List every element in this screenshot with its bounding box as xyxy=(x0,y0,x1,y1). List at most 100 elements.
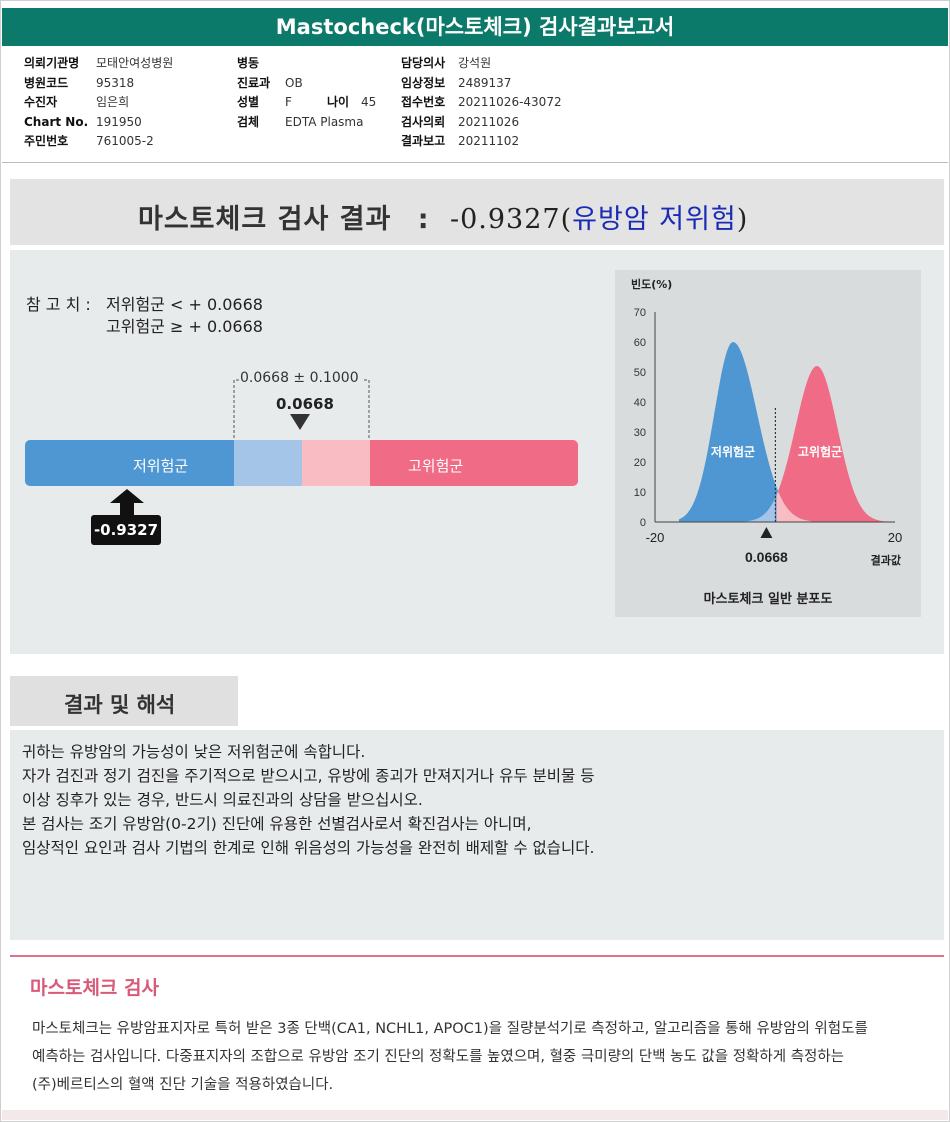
bar-high-label: 고위험군 xyxy=(408,457,464,475)
y-tick-label: 40 xyxy=(634,397,646,409)
info-key-age: 나이 xyxy=(327,95,350,109)
info-key: 주민번호 xyxy=(24,134,69,148)
about-line: 예측하는 검사입니다. 다중표지자의 조합으로 유방암 조기 진단의 정확도를 … xyxy=(32,1049,845,1065)
interpretation-line: 이상 징후가 있는 경우, 반드시 의료진과의 상담을 받으십시오. xyxy=(22,791,423,809)
report-title: Mastocheck(마스토체크) 검사결과보고서 xyxy=(2,8,948,46)
result-label: 마스토체크 검사 결과 xyxy=(138,204,392,235)
about-line: (주)베르티스의 혈액 진단 기술을 적용하였습니다. xyxy=(32,1077,334,1093)
result-paren-open: ( xyxy=(560,204,573,235)
info-key: 의뢰기관명 xyxy=(24,56,80,70)
info-value: 20211026-43072 xyxy=(458,95,562,109)
series-low-risk-area xyxy=(679,342,811,522)
info-key: 접수번호 xyxy=(401,95,446,109)
interpretation-line: 본 검사는 조기 유방암(0-2기) 진단에 유용한 선별검사로서 확진검사는 … xyxy=(22,815,532,833)
series-label-high: 고위험군 xyxy=(798,444,842,459)
info-key: 수진자 xyxy=(24,95,58,109)
interpretation-line: 임상적인 요인과 검사 기법의 한계로 인해 위음성의 가능성을 완전히 배제할… xyxy=(22,839,595,857)
about-section: 마스토체크 검사 마스토체크는 유방암표지자로 특허 받은 3종 단백(CA1,… xyxy=(10,955,944,1112)
reference-heading: 참 고 치 : xyxy=(26,295,91,314)
footer-strip xyxy=(2,1110,948,1120)
result-paren-close: ) xyxy=(736,204,749,235)
patient-arrow-icon xyxy=(110,489,144,517)
info-row: 병동 xyxy=(237,54,376,74)
divider xyxy=(2,162,948,163)
result-value: -0.9327 xyxy=(449,204,561,235)
x-tick-label: 20 xyxy=(888,530,902,545)
interpretation-title: 결과 및 해석 xyxy=(64,693,176,717)
y-tick-label: 50 xyxy=(634,367,646,379)
info-row: 결과보고 20211102 xyxy=(401,132,562,152)
info-column-2: 병동 진료과 OB 성별 F 나이 45 검체 EDTA Plasma xyxy=(237,54,376,132)
info-row: 성별 F 나이 45 xyxy=(237,93,376,113)
info-column-3: 담당의사 강석원 임상정보 2489137 접수번호 20211026-43072 검… xyxy=(401,54,562,152)
distribution-chart-box: 0 10 20 30 40 50 60 70 -20 20 0.0668 빈도(%) 결과값 저위험군 고위… xyxy=(615,270,921,617)
range-label: 0.0668 ± 0.1000 xyxy=(240,370,359,386)
info-key: 병원코드 xyxy=(24,75,69,90)
info-row: 검사의뢰 20211026 xyxy=(401,113,562,133)
info-value: 강석원 xyxy=(458,56,492,70)
info-row: 임상정보 2489137 xyxy=(401,74,562,94)
interpretation-line: 귀하는 유방암의 가능성이 낮은 저위험군에 속합니다. xyxy=(22,743,366,761)
info-row: 수진자 임은희 xyxy=(24,93,173,113)
chart-cutoff-label: 0.0668 xyxy=(745,549,788,565)
info-value: OB xyxy=(285,75,303,90)
cutoff-label: 0.0668 xyxy=(276,395,334,413)
info-value: 191950 xyxy=(96,114,142,129)
overlap-low-area xyxy=(739,498,775,522)
x-axis-title: 결과값 xyxy=(871,553,901,567)
patient-value-box: -0.9327 xyxy=(91,515,161,545)
info-row: Chart No. 191950 xyxy=(24,113,173,133)
y-tick-label: 60 xyxy=(634,337,646,349)
chart-title: 마스토체크 일반 분포도 xyxy=(704,591,833,607)
info-value: EDTA Plasma xyxy=(285,114,364,129)
bar-low-label: 저위험군 xyxy=(133,457,189,475)
result-banner: 마스토체크 검사 결과 : -0.9327(유방암 저위험) xyxy=(10,179,944,245)
info-value: 2489137 xyxy=(458,75,512,90)
info-key: 임상정보 xyxy=(401,75,446,90)
result-risk: 유방암 저위험 xyxy=(572,204,737,235)
y-tick-label: 0 xyxy=(640,517,646,529)
info-value: 모태안여성병원 xyxy=(96,56,174,70)
about-title: 마스토체크 검사 xyxy=(30,977,159,999)
info-key: 검사의뢰 xyxy=(401,114,446,129)
result-colon: : xyxy=(417,204,430,235)
result-line: 마스토체크 검사 결과 : -0.9327(유방암 저위험) xyxy=(138,197,748,236)
info-key: 진료과 xyxy=(237,75,271,90)
info-value-age: 45 xyxy=(361,95,377,109)
info-value: 임은희 xyxy=(96,95,130,109)
info-row: 검체 EDTA Plasma xyxy=(237,113,376,133)
interpretation-line: 자가 검진과 정기 검진을 주기적으로 받으시고, 유방에 종괴가 만져지거나 … xyxy=(22,767,595,785)
info-row: 병원코드 95318 xyxy=(24,74,173,94)
info-key: 담당의사 xyxy=(401,56,446,70)
reference-low: 저위험군 < + 0.0668 xyxy=(106,295,263,314)
range-bracket xyxy=(233,379,370,438)
y-tick-label: 30 xyxy=(634,427,646,439)
info-row: 담당의사 강석원 xyxy=(401,54,562,74)
reference-high: 고위험군 ≥ + 0.0668 xyxy=(106,317,263,336)
info-column-1: 의뢰기관명 모태안여성병원 병원코드 95318 수진자 임은희 Chart No. 1… xyxy=(24,54,173,152)
series-label-low: 저위험군 xyxy=(711,444,755,459)
overlap-high-area xyxy=(776,491,811,522)
series-high-risk-area xyxy=(739,366,889,522)
info-key: 검체 xyxy=(237,114,260,129)
y-tick-label: 10 xyxy=(634,487,646,499)
info-row: 주민번호 761005-2 xyxy=(24,132,173,152)
info-row: 진료과 OB xyxy=(237,74,376,94)
cutoff-marker-icon xyxy=(290,414,310,430)
bar-low-margin xyxy=(234,440,302,486)
info-value: 761005-2 xyxy=(96,134,154,148)
info-value: 20211026 xyxy=(458,114,520,129)
chart-cutoff-marker-icon xyxy=(760,527,773,538)
info-row: 접수번호 20211026-43072 xyxy=(401,93,562,113)
distribution-chart: 0 10 20 30 40 50 60 70 -20 20 0.0668 빈도(%) 결과값 저위험군 고위… xyxy=(631,277,902,607)
interpretation-header: 결과 및 해석 xyxy=(10,676,238,726)
info-key: 병동 xyxy=(237,56,260,70)
bar-high-margin xyxy=(302,440,370,486)
about-line: 마스토체크는 유방암표지자로 특허 받은 3종 단백(CA1, NCHL1, A… xyxy=(32,1021,868,1037)
y-axis-title: 빈도(%) xyxy=(631,277,672,291)
y-tick-label: 70 xyxy=(634,307,646,319)
interpretation-panel: 귀하는 유방암의 가능성이 낮은 저위험군에 속합니다. 자가 검진과 정기 검… xyxy=(10,730,944,940)
y-tick-label: 20 xyxy=(634,457,646,469)
x-tick-label: -20 xyxy=(646,530,665,545)
info-key: 결과보고 xyxy=(401,134,446,148)
